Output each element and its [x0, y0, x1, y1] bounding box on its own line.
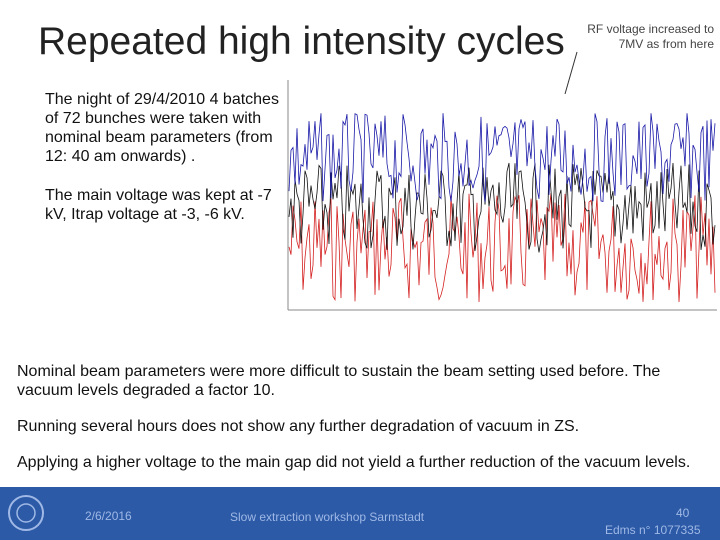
logo-ring	[8, 495, 44, 531]
paragraph: The night of 29/4/2010 4 batches of 72 b…	[45, 91, 279, 165]
paragraph: Running several hours does not show any …	[17, 418, 580, 435]
paragraph: The main voltage was kept at -7 kV, Itra…	[45, 187, 272, 223]
footer-date: 2/6/2016	[85, 509, 132, 523]
footer-edms: Edms n° 1077335	[605, 523, 701, 537]
cern-logo	[8, 495, 44, 531]
logo-ring	[16, 503, 36, 523]
annotation: RF voltage increased to 7MV as from here	[587, 22, 714, 52]
traces	[288, 113, 716, 303]
paragraph: Nominal beam parameters were more diffic…	[17, 363, 661, 399]
footer-page: 40	[676, 506, 690, 520]
arrow	[564, 51, 578, 95]
annotation-line: 7MV as from here	[618, 37, 714, 51]
body-text: Nominal beam parameters were more diffic…	[17, 362, 707, 489]
slide-title: Repeated high intensity cycles	[38, 20, 565, 63]
plot-background	[285, 78, 720, 328]
trace	[288, 113, 716, 203]
trace	[288, 162, 716, 253]
footer-bar: 2/6/2016 Slow extraction workshop Sarmst…	[0, 487, 720, 540]
footer-event: Slow extraction workshop Sarmstadt	[230, 510, 425, 524]
paragraph: Applying a higher voltage to the main ga…	[17, 454, 691, 471]
arrow-line	[564, 51, 578, 95]
vacuum-plot-image	[285, 78, 720, 328]
trace	[288, 193, 716, 303]
left-text: The night of 29/4/2010 4 batches of 72 b…	[45, 90, 280, 244]
annotation-line: RF voltage increased to	[587, 22, 714, 36]
